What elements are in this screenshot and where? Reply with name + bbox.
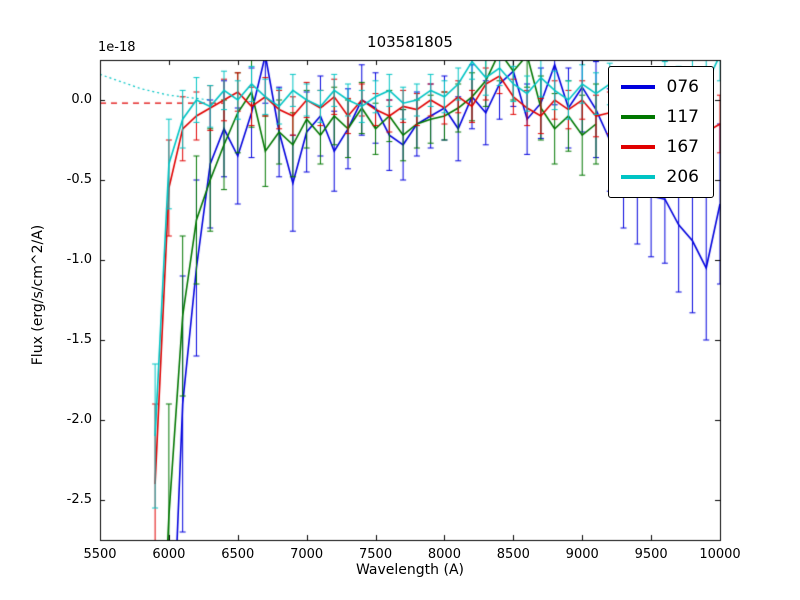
legend-line-076 (620, 85, 655, 89)
x-tick-label: 5500 (83, 547, 117, 562)
y-tick-label: 0.0 (71, 92, 92, 107)
legend-label-167: 167 (666, 137, 699, 157)
chart-title: 103581805 (367, 33, 453, 51)
legend-line-117 (620, 115, 655, 119)
x-tick-label: 6500 (221, 547, 255, 562)
y-tick-label: -1.5 (66, 332, 92, 347)
x-tick-label: 9000 (565, 547, 599, 562)
x-tick-label: 7000 (290, 547, 324, 562)
x-axis-label: Wavelength (A) (355, 562, 464, 578)
x-tick-label: 7500 (359, 547, 393, 562)
x-tick-label: 10000 (699, 547, 741, 562)
legend-entry-076: 076 (620, 72, 699, 102)
y-tick-label: -2.5 (66, 492, 92, 507)
legend-label-206: 206 (666, 167, 699, 187)
y-tick-label: -2.0 (66, 412, 92, 427)
legend-entry-167: 167 (620, 132, 699, 162)
x-tick-label: 8000 (427, 547, 461, 562)
y-axis-offset-text: 1e-18 (98, 40, 136, 55)
legend-label-117: 117 (666, 107, 699, 127)
x-tick-label: 8500 (496, 547, 530, 562)
legend-line-167 (620, 145, 655, 149)
y-tick-label: -1.0 (66, 252, 92, 267)
legend-label-076: 076 (666, 77, 699, 97)
legend-line-206 (620, 175, 655, 179)
legend-entry-117: 117 (620, 102, 699, 132)
y-tick-label: -0.5 (66, 172, 92, 187)
x-tick-label: 6000 (152, 547, 186, 562)
legend: 076 117 167 206 (607, 66, 714, 198)
legend-entry-206: 206 (620, 162, 699, 192)
x-tick-label: 9500 (634, 547, 668, 562)
